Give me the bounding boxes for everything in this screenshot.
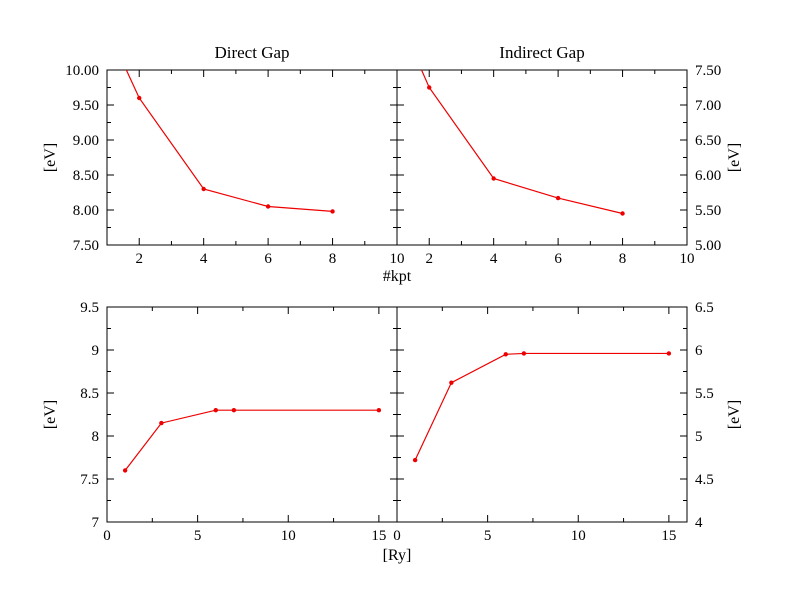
data-marker [449,380,453,384]
data-marker [667,351,671,355]
xtick-label: 2 [425,251,433,267]
ytick-label: 7.00 [695,98,721,114]
ytick-label: 5 [695,429,703,445]
ytick-label: 8 [92,429,100,445]
xtick-label: 5 [194,528,202,544]
xlabel-kpt: #kpt [383,268,412,285]
data-marker [620,211,624,215]
ytick-label: 7.50 [695,63,721,79]
ytick-label: 8.50 [73,168,99,184]
xtick-label: 10 [281,528,296,544]
ytick-label: 5.50 [695,203,721,219]
data-marker [413,458,417,462]
ytick-label: 7.5 [80,472,99,488]
data-marker [330,209,334,213]
panel-bottom_left: 0 5 10 15 7 7.5 8 8.5 9 9.5 [80,300,397,544]
series-line [125,410,379,470]
data-marker [377,408,381,412]
ytick-label: 6 [695,343,703,359]
ytick-label: 9.00 [73,133,99,149]
data-marker [556,196,560,200]
xtick-label: 4 [200,251,208,267]
ytick-label: 6.50 [695,133,721,149]
data-marker [232,408,236,412]
data-marker [491,176,495,180]
data-marker [266,204,270,208]
ytick-label: 5.5 [695,386,714,402]
ylabel-ev: [eV] [726,143,743,172]
data-marker [427,85,431,89]
ytick-label: 5.00 [695,238,721,254]
xtick-label: 10 [680,251,695,267]
ytick-label: 8.5 [80,386,99,402]
xtick-label: 4 [490,251,498,267]
ylabel-ev: [eV] [726,400,743,429]
ytick-label: 6.00 [695,168,721,184]
xlabel-ry: [Ry] [383,547,412,564]
ylabel-ev: [eV] [42,400,59,429]
xtick-label: 10 [390,251,405,267]
data-marker [137,96,141,100]
data-marker [105,26,109,30]
xtick-label: 2 [135,251,143,267]
data-marker [395,12,399,16]
title-direct-gap: Direct Gap [214,43,289,62]
panel-frame [397,307,687,522]
xtick-label: 6 [554,251,562,267]
xtick-label: 15 [661,528,676,544]
data-marker [214,408,218,412]
data-marker [159,421,163,425]
ytick-label: 6.5 [695,300,714,316]
xtick-label: 8 [619,251,627,267]
ytick-label: 7.50 [73,238,99,254]
data-marker [201,187,205,191]
ytick-label: 4 [695,515,703,531]
data-marker [504,352,508,356]
panel-frame [397,70,687,245]
series-line [415,353,669,460]
xtick-label: 0 [103,528,111,544]
xtick-label: 8 [329,251,337,267]
title-indirect-gap: Indirect Gap [499,43,584,62]
figure: 2468107.508.008.509.009.5010.002468105.0… [0,0,792,612]
ytick-label: 9 [92,343,100,359]
data-marker [522,351,526,355]
panel-frame [107,307,397,522]
ylabel-ev: [eV] [42,143,59,172]
xtick-label: 15 [371,528,386,544]
ytick-label: 4.5 [695,472,714,488]
ytick-label: 9.5 [80,300,99,316]
ytick-label: 10.00 [65,63,99,79]
ytick-label: 8.00 [73,203,99,219]
xtick-label: 10 [571,528,586,544]
xtick-label: 6 [264,251,272,267]
xtick-label: 5 [484,528,492,544]
ytick-label: 7 [92,515,100,531]
xtick-label: 0 [393,528,401,544]
data-marker [123,468,127,472]
panel-bottom_right: 0 5 10 15 4 4.5 5 5.5 6 6.5 [393,300,714,544]
ytick-label: 9.50 [73,98,99,114]
panel-frame [107,70,397,245]
